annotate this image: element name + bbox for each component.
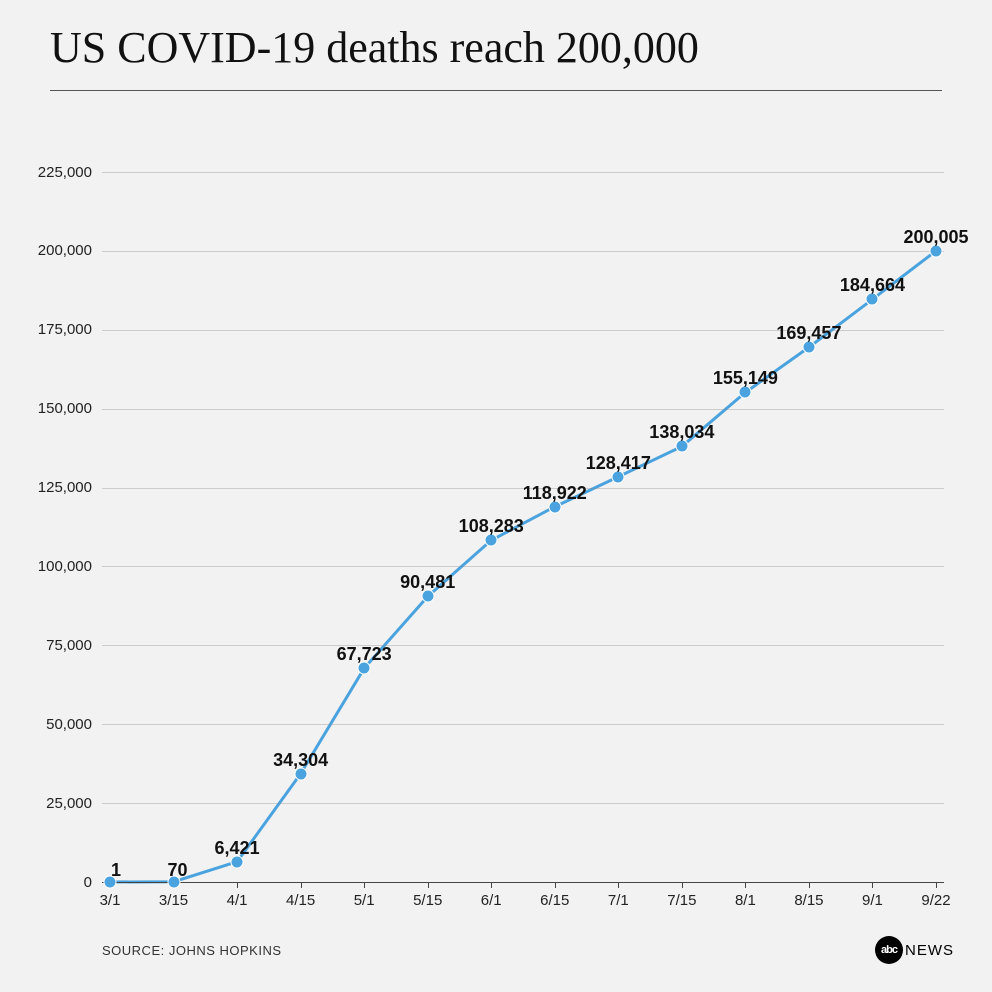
data-point-label: 90,481	[400, 572, 455, 593]
x-tick-mark	[936, 882, 937, 888]
x-tick-label: 9/22	[921, 892, 950, 909]
x-tick-label: 9/1	[862, 892, 883, 909]
data-point-label: 155,149	[713, 368, 778, 389]
chart-container: US COVID-19 deaths reach 200,000 1 70 6,42…	[0, 0, 992, 992]
data-point-label: 200,005	[903, 227, 968, 248]
x-tick-label: 5/15	[413, 892, 442, 909]
abc-logo-icon: abc	[875, 936, 903, 964]
x-tick-mark	[618, 882, 619, 888]
grid-line	[102, 409, 944, 410]
source-attribution: SOURCE: JOHNS HOPKINS	[102, 943, 282, 958]
data-point-label: 169,457	[776, 323, 841, 344]
x-tick-mark	[809, 882, 810, 888]
x-tick-mark	[555, 882, 556, 888]
x-tick-mark	[428, 882, 429, 888]
y-tick-label: 225,000	[30, 164, 92, 181]
data-point-label: 118,922	[523, 483, 587, 504]
chart-title: US COVID-19 deaths reach 200,000	[50, 22, 699, 73]
y-tick-label: 100,000	[30, 558, 92, 575]
y-tick-label: 200,000	[30, 242, 92, 259]
x-tick-label: 5/1	[354, 892, 375, 909]
grid-line	[102, 172, 944, 173]
grid-line	[102, 724, 944, 725]
data-point-label: 34,304	[273, 750, 328, 771]
x-tick-label: 6/15	[540, 892, 569, 909]
x-tick-mark	[237, 882, 238, 888]
y-tick-label: 150,000	[30, 400, 92, 417]
x-tick-label: 4/15	[286, 892, 315, 909]
x-tick-mark	[745, 882, 746, 888]
data-point-label: 184,664	[840, 275, 905, 296]
x-tick-mark	[364, 882, 365, 888]
x-tick-label: 8/15	[794, 892, 823, 909]
y-tick-label: 0	[30, 874, 92, 891]
y-tick-label: 50,000	[30, 716, 92, 733]
x-tick-mark	[682, 882, 683, 888]
x-axis-line	[102, 882, 944, 883]
grid-line	[102, 251, 944, 252]
y-tick-label: 175,000	[30, 321, 92, 338]
chart-plot-area: 1 70 6,421 34,304 67,723 90,481 108,283 118,922…	[102, 172, 944, 882]
data-point-label: 6,421	[215, 838, 260, 859]
x-tick-mark	[491, 882, 492, 888]
title-underline	[50, 90, 942, 91]
grid-line	[102, 645, 944, 646]
y-tick-label: 75,000	[30, 637, 92, 654]
x-tick-label: 7/15	[667, 892, 696, 909]
x-tick-label: 3/15	[159, 892, 188, 909]
grid-line	[102, 803, 944, 804]
y-tick-label: 25,000	[30, 795, 92, 812]
x-tick-label: 3/1	[100, 892, 121, 909]
data-point-label: 67,723	[337, 644, 392, 665]
x-tick-label: 7/1	[608, 892, 629, 909]
data-point-label: 138,034	[649, 422, 714, 443]
grid-line	[102, 566, 944, 567]
x-tick-label: 8/1	[735, 892, 756, 909]
data-point-label: 108,283	[459, 516, 524, 537]
network-logo: abc NEWS	[875, 936, 954, 964]
data-point-label: 70	[168, 860, 188, 881]
x-tick-mark	[301, 882, 302, 888]
x-tick-label: 6/1	[481, 892, 502, 909]
news-logo-text: NEWS	[905, 942, 954, 959]
data-point-label: 1	[111, 860, 121, 881]
y-tick-label: 125,000	[30, 479, 92, 496]
x-tick-label: 4/1	[227, 892, 248, 909]
data-point-label: 128,417	[586, 453, 651, 474]
x-tick-mark	[872, 882, 873, 888]
